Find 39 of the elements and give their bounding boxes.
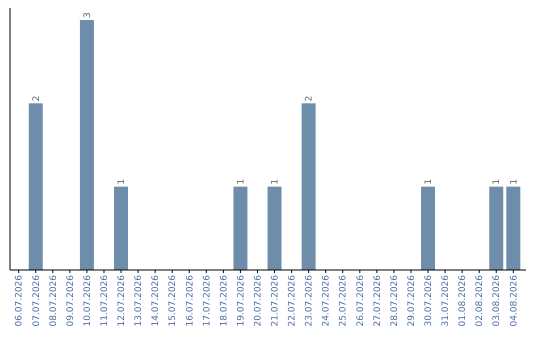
x-tick-label: 07.07.2026 (32, 274, 42, 327)
x-tick-label: 24.07.2026 (322, 274, 332, 327)
x-tick-label: 11.07.2026 (100, 274, 110, 327)
x-tick-label: 08.07.2026 (48, 274, 59, 327)
x-tick-label: 13.07.2026 (134, 274, 144, 327)
data-label: 1 (236, 178, 246, 185)
x-tick-label: 31.07.2026 (441, 274, 452, 327)
data-label: 1 (117, 178, 128, 185)
x-tick-label: 02.08.2026 (475, 274, 486, 327)
x-tick-label: 10.07.2026 (82, 274, 93, 327)
x-tick-label: 18.07.2026 (219, 274, 230, 327)
x-tick-label: 22.07.2026 (288, 274, 298, 327)
data-label: 3 (82, 12, 93, 18)
x-tick-label: 19.07.2026 (236, 274, 246, 327)
x-tick-label: 20.07.2026 (253, 274, 264, 327)
x-tick-label: 23.07.2026 (304, 274, 315, 327)
x-tick-label: 21.07.2026 (270, 274, 281, 327)
data-label: 1 (509, 178, 520, 185)
data-label: 1 (424, 178, 434, 185)
data-label: 1 (270, 178, 281, 185)
x-tick-label: 26.07.2026 (356, 274, 366, 327)
x-tick-label: 17.07.2026 (202, 274, 212, 327)
x-tick-label: 28.07.2026 (390, 274, 400, 327)
data-label: 1 (492, 178, 502, 185)
data-label: 2 (304, 96, 315, 102)
x-tick-label: 30.07.2026 (424, 274, 434, 327)
data-label: 2 (32, 96, 42, 102)
x-tick-label: 03.08.2026 (492, 274, 502, 327)
x-tick-label: 25.07.2026 (338, 274, 349, 327)
x-tick-label: 15.07.2026 (168, 274, 178, 327)
x-tick-label: 14.07.2026 (151, 274, 162, 327)
x-tick-label: 09.07.2026 (66, 274, 76, 327)
x-tick-label: 29.07.2026 (406, 274, 417, 327)
x-tick-label: 16.07.2026 (185, 274, 196, 327)
x-tick-label: 12.07.2026 (117, 274, 128, 327)
x-tick-label: 06.07.2026 (14, 274, 25, 327)
x-tick-label: 27.07.2026 (372, 274, 383, 327)
x-tick-label: 04.08.2026 (509, 274, 520, 327)
x-tick-label: 01.08.2026 (458, 274, 468, 327)
